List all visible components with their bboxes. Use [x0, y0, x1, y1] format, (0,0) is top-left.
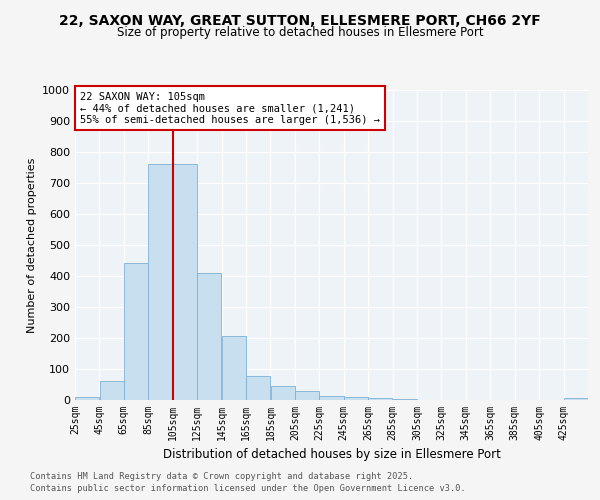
Bar [319, 396, 344, 400]
Bar [344, 397, 368, 400]
Text: 22, SAXON WAY, GREAT SUTTON, ELLESMERE PORT, CH66 2YF: 22, SAXON WAY, GREAT SUTTON, ELLESMERE P… [59, 14, 541, 28]
Text: 22 SAXON WAY: 105sqm
← 44% of detached houses are smaller (1,241)
55% of semi-de: 22 SAXON WAY: 105sqm ← 44% of detached h… [80, 92, 380, 124]
Bar [173, 164, 197, 400]
Bar [75, 397, 99, 400]
Bar [295, 392, 319, 400]
Bar [246, 376, 270, 400]
Text: Contains public sector information licensed under the Open Government Licence v3: Contains public sector information licen… [30, 484, 466, 493]
Bar [124, 262, 148, 400]
Bar [100, 381, 124, 400]
Bar [271, 386, 295, 400]
X-axis label: Distribution of detached houses by size in Ellesmere Port: Distribution of detached houses by size … [163, 448, 500, 462]
Bar [222, 336, 246, 400]
Bar [148, 164, 173, 400]
Text: Size of property relative to detached houses in Ellesmere Port: Size of property relative to detached ho… [116, 26, 484, 39]
Y-axis label: Number of detached properties: Number of detached properties [26, 158, 37, 332]
Bar [368, 398, 392, 400]
Bar [197, 273, 221, 400]
Text: Contains HM Land Registry data © Crown copyright and database right 2025.: Contains HM Land Registry data © Crown c… [30, 472, 413, 481]
Bar [564, 398, 588, 400]
